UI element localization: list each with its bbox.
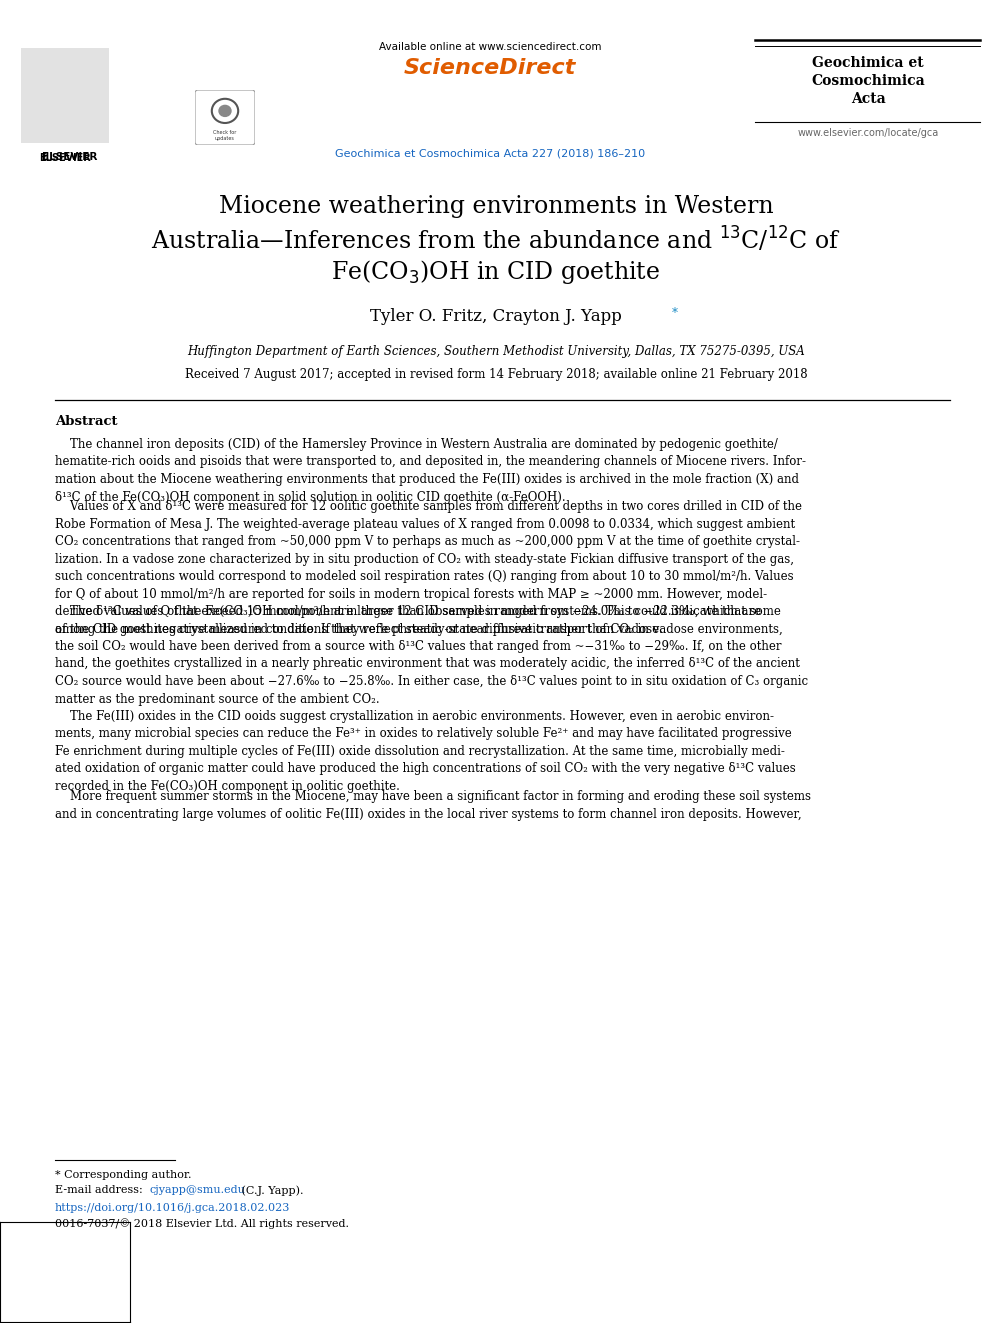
Text: Acta: Acta xyxy=(850,93,886,106)
Text: updates: updates xyxy=(215,136,235,142)
Text: Check for: Check for xyxy=(213,131,237,135)
Text: Received 7 August 2017; accepted in revised form 14 February 2018; available onl: Received 7 August 2017; accepted in revi… xyxy=(185,368,807,381)
Text: Huffington Department of Earth Sciences, Southern Methodist University, Dallas, : Huffington Department of Earth Sciences,… xyxy=(187,345,805,359)
Text: Fe(CO$_3$)OH in CID goethite: Fe(CO$_3$)OH in CID goethite xyxy=(331,258,661,286)
Text: ELSEVIER: ELSEVIER xyxy=(39,152,91,163)
Text: ScienceDirect: ScienceDirect xyxy=(404,58,576,78)
Text: cjyapp@smu.edu: cjyapp@smu.edu xyxy=(150,1185,246,1195)
Text: 0016-7037/© 2018 Elsevier Ltd. All rights reserved.: 0016-7037/© 2018 Elsevier Ltd. All right… xyxy=(55,1218,349,1229)
FancyBboxPatch shape xyxy=(195,90,255,146)
Text: Australia$\mathrm{—}$Inferences from the abundance and $^{13}$C/$^{12}$C of: Australia$\mathrm{—}$Inferences from the… xyxy=(151,225,841,254)
Text: The δ¹³C values of the Fe(CO₃)OH component in these 12 CID samples ranged from −: The δ¹³C values of the Fe(CO₃)OH compone… xyxy=(55,605,808,705)
Text: Tyler O. Fritz, Crayton J. Yapp: Tyler O. Fritz, Crayton J. Yapp xyxy=(370,308,622,325)
Text: Miocene weathering environments in Western: Miocene weathering environments in Weste… xyxy=(218,194,774,218)
Circle shape xyxy=(219,106,231,116)
Text: Geochimica et Cosmochimica Acta 227 (2018) 186–210: Geochimica et Cosmochimica Acta 227 (201… xyxy=(335,148,645,157)
Bar xyxy=(21,48,109,143)
Text: More frequent summer storms in the Miocene, may have been a significant factor i: More frequent summer storms in the Mioce… xyxy=(55,790,811,820)
Text: *: * xyxy=(672,307,678,320)
Text: Abstract: Abstract xyxy=(55,415,117,429)
Text: ELSEVIER: ELSEVIER xyxy=(43,152,97,161)
Text: www.elsevier.com/locate/gca: www.elsevier.com/locate/gca xyxy=(798,128,938,138)
Text: Values of X and δ¹³C were measured for 12 oolitic goethite samples from differen: Values of X and δ¹³C were measured for 1… xyxy=(55,500,802,635)
Text: Cosmochimica: Cosmochimica xyxy=(811,74,925,89)
Text: E-mail address:: E-mail address: xyxy=(55,1185,146,1195)
Text: Geochimica et: Geochimica et xyxy=(812,56,924,70)
Text: The channel iron deposits (CID) of the Hamersley Province in Western Australia a: The channel iron deposits (CID) of the H… xyxy=(55,438,806,504)
Text: (C.J. Yapp).: (C.J. Yapp). xyxy=(238,1185,304,1196)
Text: https://doi.org/10.1016/j.gca.2018.02.023: https://doi.org/10.1016/j.gca.2018.02.02… xyxy=(55,1203,291,1213)
Text: Available online at www.sciencedirect.com: Available online at www.sciencedirect.co… xyxy=(379,42,601,52)
Text: * Corresponding author.: * Corresponding author. xyxy=(55,1170,191,1180)
Text: The Fe(III) oxides in the CID ooids suggest crystallization in aerobic environme: The Fe(III) oxides in the CID ooids sugg… xyxy=(55,710,796,792)
